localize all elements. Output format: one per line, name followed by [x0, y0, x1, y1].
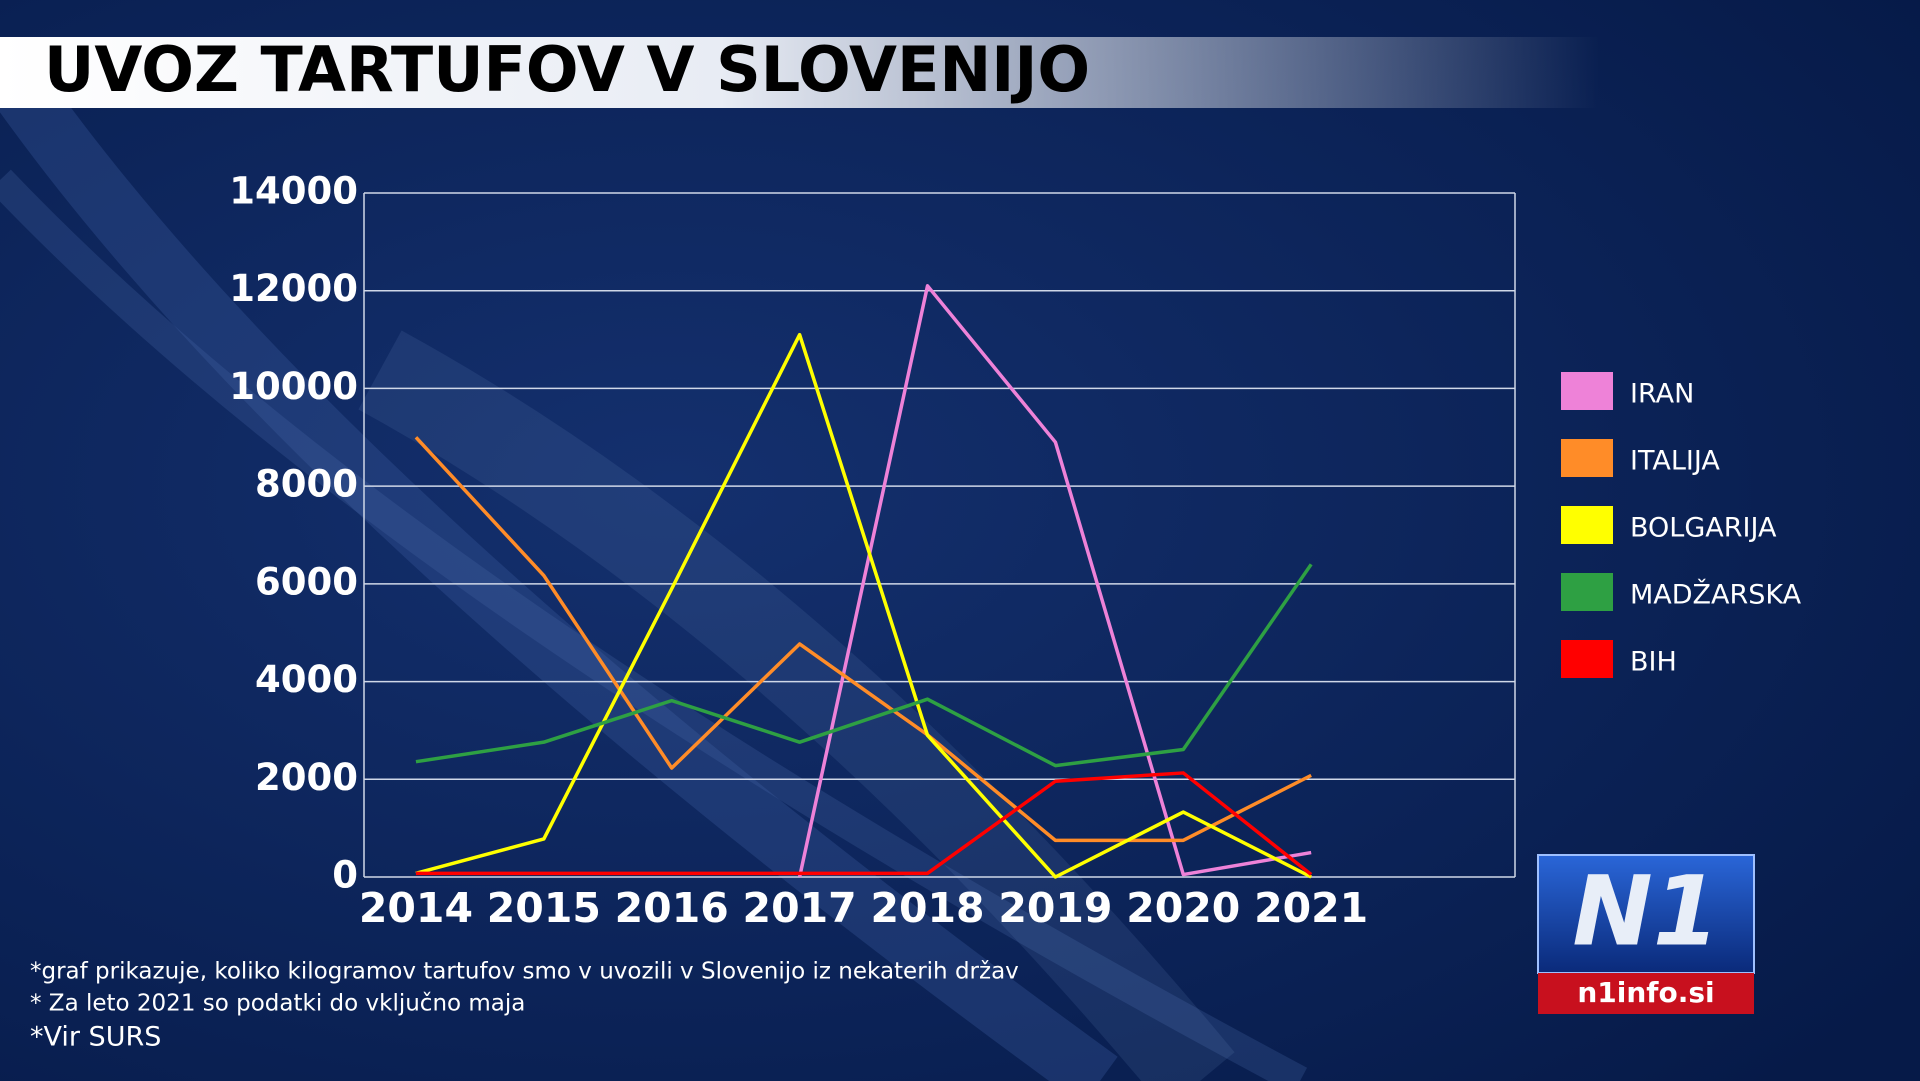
footnote: *Vir SURS: [30, 1022, 161, 1053]
y-tick-label: 0: [332, 854, 358, 897]
series-line: [415, 563, 1313, 768]
series-line: [415, 332, 1312, 879]
logo-bar: [1538, 973, 1754, 1014]
legend-label: ITALIJA: [1630, 446, 1720, 477]
series-line: [415, 771, 1313, 876]
x-tick-label: 2016: [615, 884, 729, 932]
x-tick-label: 2018: [870, 884, 984, 932]
x-tick-label: 2021: [1254, 884, 1368, 932]
legend-swatch: [1561, 506, 1613, 544]
footnote: *graf prikazuje, koliko kilogramov tartu…: [30, 959, 1019, 985]
y-tick-label: 10000: [229, 365, 358, 408]
decor-swoosh: [358, 330, 1235, 1081]
legend-label: IRAN: [1630, 379, 1694, 410]
logo-site: n1info.si: [1577, 976, 1714, 1009]
x-tick-label: 2015: [487, 884, 601, 932]
x-tick-label: 2014: [359, 884, 473, 932]
x-tick-label: 2017: [743, 884, 857, 932]
y-tick-label: 2000: [255, 756, 358, 799]
legend-label: MADŽARSKA: [1630, 579, 1802, 611]
y-tick-label: 4000: [255, 658, 358, 701]
decor-swoosh: [0, 169, 1308, 1081]
y-tick-label: 6000: [255, 560, 358, 603]
legend-label: BOLGARIJA: [1630, 513, 1777, 544]
decor-swoosh: [0, 43, 1118, 1081]
legend-swatch: [1561, 372, 1613, 410]
legend-label: BIH: [1630, 647, 1677, 678]
legend-swatch: [1561, 640, 1613, 678]
chart-title: UVOZ TARTUFOV V SLOVENIJO: [44, 33, 1090, 106]
legend-swatch: [1561, 573, 1613, 611]
series-line: [414, 436, 1312, 843]
y-tick-label: 14000: [229, 170, 358, 213]
logo-box: [1537, 854, 1755, 974]
logo: N1 n1info.si: [1537, 854, 1755, 1014]
x-tick-label: 2020: [1126, 884, 1240, 932]
x-tick-label: 2019: [998, 884, 1112, 932]
legend-swatch: [1561, 439, 1613, 477]
y-tick-label: 8000: [255, 463, 358, 506]
logo-mark: N1: [1572, 855, 1719, 967]
y-tick-label: 12000: [229, 267, 358, 310]
series-line: [797, 284, 1312, 878]
title-banner: [0, 37, 1600, 108]
footnote: * Za leto 2021 so podatki do vključno ma…: [30, 991, 525, 1017]
